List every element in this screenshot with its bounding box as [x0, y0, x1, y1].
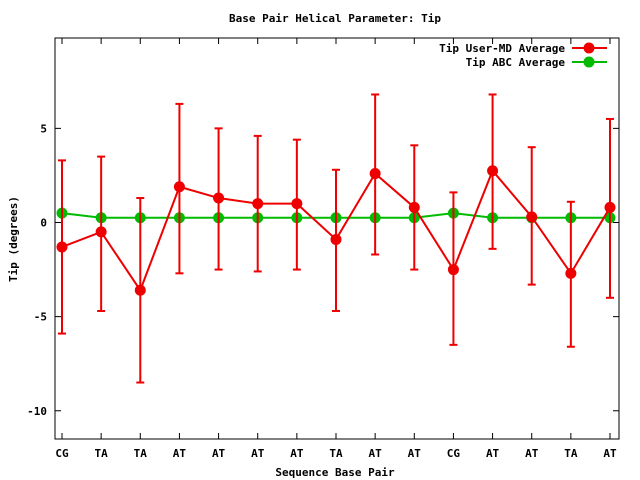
- plot-frame: [54, 37, 620, 440]
- legend-label-user-md: Tip User-MD Average: [439, 42, 565, 55]
- x-tick-label: CG: [447, 447, 461, 460]
- legend: Tip User-MD Average Tip ABC Average: [439, 42, 607, 69]
- series-layer: [56, 93, 616, 384]
- x-tick-label: TA: [95, 447, 109, 460]
- x-axis-title: Sequence Base Pair: [275, 466, 395, 479]
- x-tick-label: TA: [564, 447, 578, 460]
- x-tick-label: AT: [486, 447, 500, 460]
- data-point-user-md: [408, 201, 420, 213]
- x-tick-label: AT: [173, 447, 187, 460]
- y-axis-title: Tip (degrees): [7, 196, 20, 282]
- y-tick-label: -10: [27, 405, 47, 418]
- x-tick-label: AT: [369, 447, 383, 460]
- x-tick-label: AT: [290, 447, 304, 460]
- data-point-user-md: [95, 226, 107, 238]
- x-tick-label: TA: [329, 447, 343, 460]
- x-tick-label: AT: [212, 447, 226, 460]
- y-tick-label: 5: [40, 122, 47, 135]
- x-tick-label: CG: [55, 447, 69, 460]
- data-point-user-md: [213, 192, 225, 204]
- x-tick-label: AT: [525, 447, 539, 460]
- data-point-user-md: [604, 201, 616, 213]
- x-tick-label: AT: [251, 447, 265, 460]
- data-point-user-md: [369, 168, 381, 180]
- data-point-user-md: [487, 165, 499, 177]
- x-tick-label: AT: [408, 447, 422, 460]
- data-point-user-md: [134, 284, 146, 296]
- data-point-user-md: [526, 211, 538, 223]
- legend-marker-abc: [583, 56, 595, 68]
- data-point-user-md: [565, 267, 577, 279]
- data-point-user-md: [447, 264, 459, 276]
- y-tick-label: 0: [40, 216, 47, 229]
- data-point-user-md: [291, 198, 303, 210]
- axis-ticks: 5 0 -5 -10 CG TA TA AT AT AT AT TA AT AT CG AT AT TA AT: [27, 38, 619, 460]
- data-point-user-md: [173, 181, 185, 193]
- data-point-user-md: [252, 198, 264, 210]
- x-tick-label: AT: [603, 447, 617, 460]
- data-point-user-md: [330, 233, 342, 245]
- series-user-md: [56, 93, 616, 384]
- legend-label-abc: Tip ABC Average: [466, 56, 566, 69]
- legend-marker-user-md: [583, 42, 595, 54]
- data-point-user-md: [56, 241, 68, 253]
- chart-title: Base Pair Helical Parameter: Tip: [229, 12, 441, 25]
- x-tick-label: TA: [134, 447, 148, 460]
- y-tick-label: -5: [34, 311, 47, 324]
